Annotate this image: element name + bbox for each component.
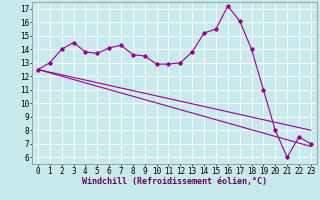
X-axis label: Windchill (Refroidissement éolien,°C): Windchill (Refroidissement éolien,°C) bbox=[82, 177, 267, 186]
